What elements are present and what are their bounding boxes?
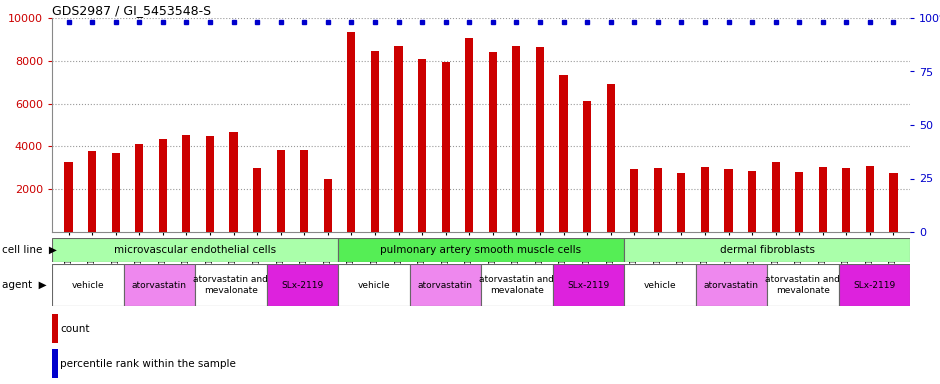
- Bar: [347, 32, 355, 232]
- Bar: [418, 59, 426, 232]
- Bar: [536, 47, 544, 232]
- Bar: [300, 150, 308, 232]
- Text: microvascular endothelial cells: microvascular endothelial cells: [114, 245, 276, 255]
- Bar: [52, 314, 57, 343]
- Bar: [889, 173, 898, 232]
- Bar: [819, 167, 827, 232]
- Text: cell line  ▶: cell line ▶: [2, 245, 56, 255]
- Bar: [323, 179, 332, 232]
- Bar: [395, 46, 402, 232]
- Bar: [583, 101, 591, 232]
- Bar: [512, 46, 521, 232]
- Bar: [748, 171, 756, 232]
- Bar: [606, 84, 615, 232]
- Bar: [370, 51, 379, 232]
- Bar: [52, 349, 57, 378]
- Bar: [465, 38, 474, 232]
- Text: SLx-2119: SLx-2119: [281, 280, 323, 290]
- Bar: [88, 151, 96, 232]
- Bar: [842, 168, 851, 232]
- Bar: [123, 264, 195, 306]
- Bar: [64, 162, 72, 232]
- Bar: [489, 52, 497, 232]
- Bar: [866, 166, 874, 232]
- Bar: [112, 153, 119, 232]
- Bar: [267, 264, 338, 306]
- Text: GDS2987 / GI_5453548-S: GDS2987 / GI_5453548-S: [52, 4, 212, 17]
- Bar: [182, 135, 191, 232]
- Bar: [624, 238, 910, 262]
- Bar: [630, 169, 638, 232]
- Text: atorvastatin and
mevalonate: atorvastatin and mevalonate: [479, 275, 555, 295]
- Text: SLx-2119: SLx-2119: [567, 280, 609, 290]
- Bar: [253, 168, 261, 232]
- Text: SLx-2119: SLx-2119: [854, 280, 896, 290]
- Text: vehicle: vehicle: [71, 280, 104, 290]
- Bar: [338, 264, 410, 306]
- Text: vehicle: vehicle: [644, 280, 676, 290]
- Bar: [159, 139, 167, 232]
- Bar: [725, 169, 732, 232]
- Bar: [553, 264, 624, 306]
- Bar: [195, 264, 267, 306]
- Text: vehicle: vehicle: [357, 280, 390, 290]
- Bar: [338, 238, 624, 262]
- Bar: [701, 167, 709, 232]
- Bar: [677, 173, 685, 232]
- Text: count: count: [60, 324, 90, 334]
- Text: agent  ▶: agent ▶: [2, 280, 46, 290]
- Bar: [696, 264, 767, 306]
- Text: percentile rank within the sample: percentile rank within the sample: [60, 359, 236, 369]
- Bar: [559, 75, 568, 232]
- Text: dermal fibroblasts: dermal fibroblasts: [719, 245, 814, 255]
- Bar: [653, 168, 662, 232]
- Bar: [52, 238, 338, 262]
- Bar: [410, 264, 481, 306]
- Text: atorvastatin: atorvastatin: [417, 280, 473, 290]
- Bar: [772, 162, 780, 232]
- Bar: [442, 62, 449, 232]
- Bar: [206, 136, 214, 232]
- Bar: [838, 264, 910, 306]
- Bar: [481, 264, 553, 306]
- Bar: [229, 132, 238, 232]
- Text: atorvastatin and
mevalonate: atorvastatin and mevalonate: [194, 275, 268, 295]
- Bar: [276, 150, 285, 232]
- Bar: [135, 144, 143, 232]
- Text: atorvastatin: atorvastatin: [132, 280, 187, 290]
- Bar: [795, 172, 804, 232]
- Bar: [624, 264, 696, 306]
- Text: atorvastatin: atorvastatin: [704, 280, 759, 290]
- Text: pulmonary artery smooth muscle cells: pulmonary artery smooth muscle cells: [381, 245, 582, 255]
- Bar: [767, 264, 838, 306]
- Bar: [52, 264, 123, 306]
- Text: atorvastatin and
mevalonate: atorvastatin and mevalonate: [765, 275, 840, 295]
